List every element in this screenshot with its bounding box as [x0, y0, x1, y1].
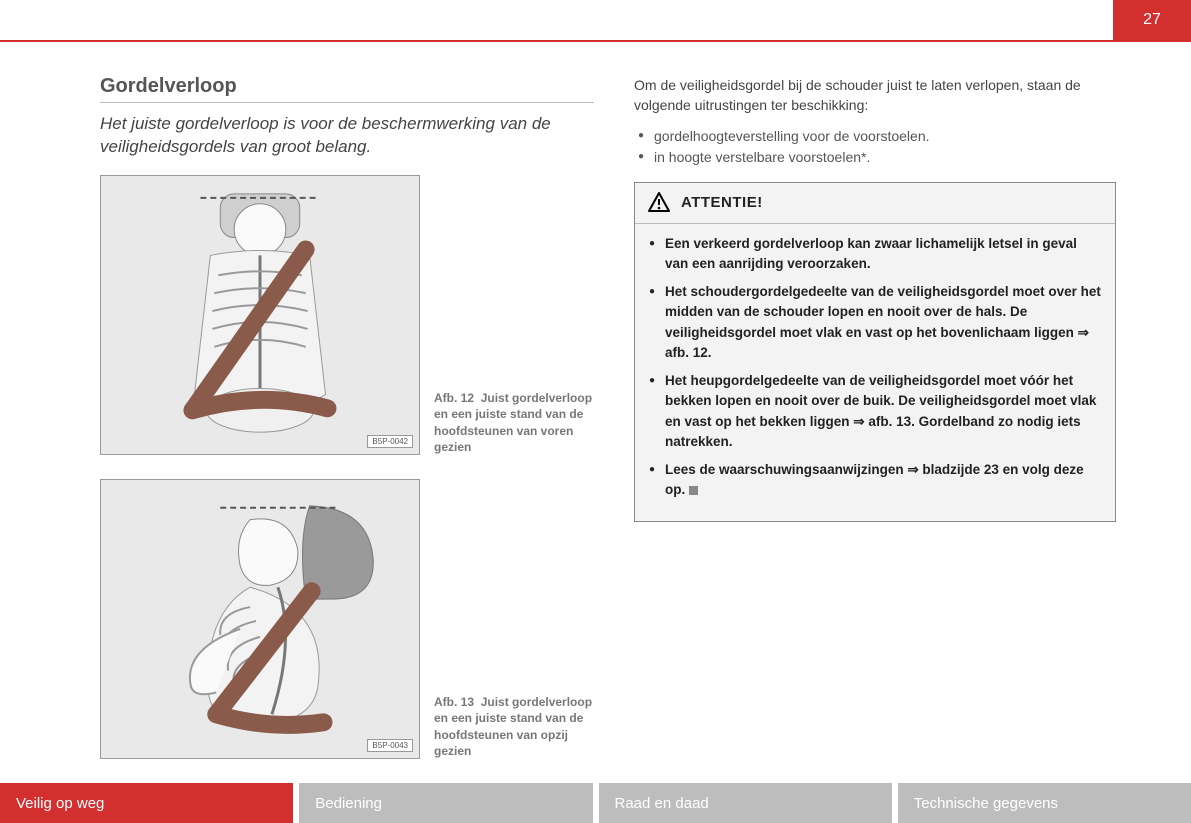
warning-item: Het schoudergordelgedeelte van de veilig… [649, 282, 1101, 363]
warning-triangle-icon [647, 191, 671, 215]
figure-12-label: Afb. 12 [434, 391, 474, 405]
end-of-section-icon [689, 486, 698, 495]
figure-13: B5P-0043 Afb. 13 Juist gordelverloop en … [100, 479, 594, 759]
page-number: 27 [1143, 11, 1161, 29]
warning-item: Lees de waarschuwingsaanwijzingen ⇒ blad… [649, 460, 1101, 501]
figure-13-caption: Afb. 13 Juist gordelverloop en een juist… [434, 694, 594, 759]
figure-13-image: B5P-0043 [100, 479, 420, 759]
tab-bediening[interactable]: Bediening [299, 783, 592, 823]
warning-item: Het heupgordelgedeelte van de veiligheid… [649, 371, 1101, 452]
warning-title: ATTENTIE! [681, 194, 763, 211]
warning-box: ATTENTIE! Een verkeerd gordelverloop kan… [634, 182, 1116, 522]
seatbelt-side-illustration [101, 480, 419, 758]
figure-13-tag: B5P-0043 [367, 739, 413, 752]
left-column: Gordelverloop Het juiste gordelverloop i… [100, 75, 594, 733]
figure-13-label: Afb. 13 [434, 695, 474, 709]
right-column: Om de veiligheidsgordel bij de schouder … [634, 75, 1116, 733]
figure-12-caption: Afb. 12 Juist gordelverloop en een juist… [434, 390, 594, 455]
figure-12: B5P-0042 Afb. 12 Juist gordelverloop en … [100, 175, 594, 455]
equipment-item: in hoogte verstelbare voorstoelen*. [638, 147, 1116, 168]
tab-veilig-op-weg[interactable]: Veilig op weg [0, 783, 293, 823]
warning-header: ATTENTIE! [635, 183, 1115, 224]
bottom-tabs: Veilig op weg Bediening Raad en daad Tec… [0, 783, 1191, 823]
intro-paragraph: Om de veiligheidsgordel bij de schouder … [634, 75, 1116, 116]
content-area: Gordelverloop Het juiste gordelverloop i… [100, 75, 1116, 733]
tab-technische-gegevens[interactable]: Technische gegevens [898, 783, 1191, 823]
equipment-list: gordelhoogteverstelling voor de voorstoe… [634, 126, 1116, 168]
manual-page: 27 Gordelverloop Het juiste gordelverloo… [0, 0, 1191, 823]
seatbelt-front-illustration [101, 176, 419, 454]
section-title: Gordelverloop [100, 75, 594, 103]
figure-12-image: B5P-0042 [100, 175, 420, 455]
warning-body: Een verkeerd gordelverloop kan zwaar lic… [635, 224, 1115, 521]
warning-item: Een verkeerd gordelverloop kan zwaar lic… [649, 234, 1101, 275]
page-number-tab: 27 [1113, 0, 1191, 40]
tab-raad-en-daad[interactable]: Raad en daad [599, 783, 892, 823]
section-lead: Het juiste gordelverloop is voor de besc… [100, 113, 594, 159]
top-separator [0, 40, 1191, 42]
equipment-item: gordelhoogteverstelling voor de voorstoe… [638, 126, 1116, 147]
figure-12-tag: B5P-0042 [367, 435, 413, 448]
